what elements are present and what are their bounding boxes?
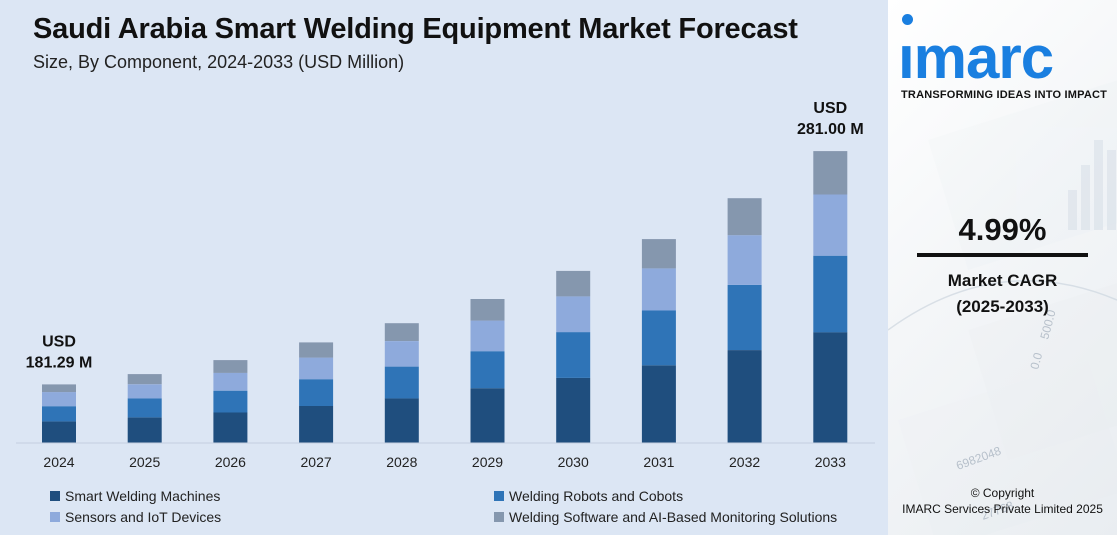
bar-segment-2031-s0 — [641, 365, 676, 443]
chart-panel: Saudi Arabia Smart Welding Equipment Mar… — [0, 0, 888, 535]
bar-segment-2029-s0 — [470, 388, 505, 443]
decor-number: 0.0 — [1027, 351, 1045, 371]
bar-segment-2033-s3 — [813, 151, 848, 195]
bar-segment-2030-s2 — [556, 296, 591, 333]
legend-swatch — [50, 491, 60, 501]
cagr-divider — [917, 253, 1088, 257]
bar-segment-2027-s1 — [299, 379, 334, 406]
legend-swatch — [494, 512, 504, 522]
bar-segment-2024-s3 — [42, 384, 76, 393]
cagr-label-line1: Market CAGR — [947, 271, 1058, 290]
x-tick-label-2028: 2028 — [386, 454, 417, 470]
x-tick-label-2030: 2030 — [558, 454, 589, 470]
legend-swatch — [50, 512, 60, 522]
stacked-bar-chart: 2024 2025 2026 2027 2028 2029 2030 2031 2032 2033… — [16, 100, 875, 470]
x-tick-label-2032: 2032 — [729, 454, 760, 470]
logo-dot — [902, 14, 913, 25]
bar-segment-2027-s3 — [299, 342, 334, 358]
copyright: © Copyright IMARC Services Private Limit… — [888, 485, 1117, 517]
x-tick-label-2025: 2025 — [129, 454, 160, 470]
legend-label: Welding Software and AI-Based Monitoring… — [509, 509, 838, 525]
x-tick-label-2026: 2026 — [215, 454, 246, 470]
legend-item: Smart Welding Machines — [50, 488, 220, 504]
x-tick-label-2024: 2024 — [43, 454, 74, 470]
bar-segment-2026-s3 — [213, 360, 248, 373]
x-tick-label-2031: 2031 — [643, 454, 674, 470]
bar-segment-2025-s0 — [127, 417, 162, 443]
total-label-2033: USD 281.00 M — [797, 100, 864, 138]
legend-label: Welding Robots and Cobots — [509, 488, 684, 504]
bar-segment-2024-s1 — [42, 406, 76, 422]
x-tick-label-2029: 2029 — [472, 454, 503, 470]
decor-group — [888, 80, 1117, 460]
x-tick-label-2027: 2027 — [301, 454, 332, 470]
cagr-label-line2: (2025-2033) — [956, 297, 1049, 316]
bar-segment-2032-s1 — [727, 284, 762, 350]
copyright-line1: © Copyright — [970, 486, 1035, 500]
bar-segment-2027-s2 — [299, 357, 334, 380]
bar-segment-2028-s3 — [384, 323, 419, 341]
bar-segment-2025-s2 — [127, 384, 162, 399]
legend-item: Welding Software and AI-Based Monitoring… — [494, 509, 837, 525]
bar-segment-2027-s0 — [299, 406, 334, 443]
bar-segment-2028-s0 — [384, 398, 419, 443]
bar-segment-2030-s3 — [556, 270, 591, 297]
copyright-line2: IMARC Services Private Limited 2025 — [902, 502, 1103, 516]
legend-label: Sensors and IoT Devices — [65, 509, 222, 525]
side-panel: 500.0 0.0 6982048 27768 ımarc TRANSFORMING … — [888, 0, 1117, 535]
legend-item: Sensors and IoT Devices — [50, 509, 221, 525]
legend-swatch — [494, 491, 504, 501]
bar-segment-2033-s0 — [813, 332, 848, 443]
bar-segment-2025-s1 — [127, 398, 162, 418]
bar-segment-2030-s1 — [556, 332, 591, 378]
bar-segment-2028-s1 — [384, 366, 419, 399]
bar-segment-2033-s1 — [813, 255, 848, 333]
chart-title: Saudi Arabia Smart Welding Equipment Mar… — [33, 13, 798, 45]
bar-segment-2029-s1 — [470, 351, 505, 389]
legend-label: Smart Welding Machines — [65, 488, 221, 504]
legend-item: Welding Robots and Cobots — [494, 488, 683, 504]
chart-subtitle: Size, By Component, 2024-2033 (USD Milli… — [33, 52, 405, 72]
total-label-2024: USD 181.29 M — [26, 333, 93, 371]
imarc-logo: ımarc — [898, 24, 1054, 91]
bar-segment-2026-s1 — [213, 390, 248, 413]
bar-segment-2026-s0 — [213, 412, 248, 443]
bar-segment-2032-s2 — [727, 235, 762, 285]
logo-tagline: TRANSFORMING IDEAS INTO IMPACT — [901, 89, 1108, 101]
bar-segment-2032-s0 — [727, 350, 762, 443]
bar-segment-2030-s0 — [556, 377, 591, 443]
bar-segment-2024-s0 — [42, 421, 76, 443]
bar-segment-2031-s3 — [641, 239, 676, 269]
bar-segment-2031-s2 — [641, 268, 676, 311]
bar-segment-2032-s3 — [727, 198, 762, 236]
bar-segment-2025-s3 — [127, 374, 162, 385]
bar-segment-2024-s2 — [42, 392, 76, 407]
bar-segment-2029-s3 — [470, 299, 505, 321]
cagr-label: Market CAGR (2025-2033) — [888, 268, 1117, 320]
x-tick-label-2033: 2033 — [815, 454, 846, 470]
cagr-value: 4.99% — [958, 212, 1047, 247]
bar-segment-2029-s2 — [470, 320, 505, 352]
bar-segment-2026-s2 — [213, 372, 248, 391]
bar-segment-2031-s1 — [641, 310, 676, 366]
bar-segment-2028-s2 — [384, 341, 419, 367]
bar-segment-2033-s2 — [813, 194, 848, 256]
